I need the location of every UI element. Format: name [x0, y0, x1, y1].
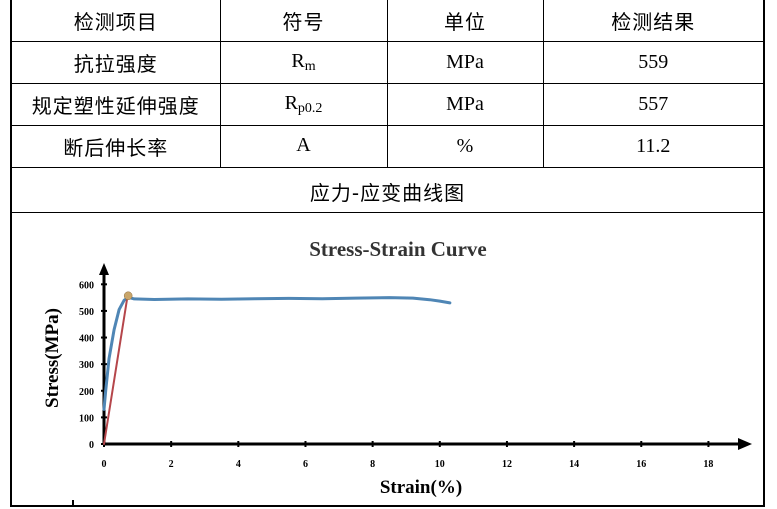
x-tick-label: 6 — [303, 459, 308, 470]
x-axis-arrow — [738, 438, 752, 450]
table-header-row: 检测项目 符号 单位 检测结果 — [12, 0, 763, 42]
row-unit: % — [386, 125, 544, 168]
row-item: 断后伸长率 — [12, 125, 221, 168]
chart-title: Stress-Strain Curve — [309, 237, 487, 261]
header-unit: 单位 — [386, 0, 544, 42]
y-tick-label: 100 — [79, 413, 94, 424]
table-row: 规定塑性延伸强度 Rp0.2 MPa 557 — [12, 83, 763, 126]
x-tick-label: 0 — [102, 459, 107, 470]
table-row: 抗拉强度 Rm MPa 559 — [12, 41, 763, 84]
row-item: 抗拉强度 — [12, 41, 221, 84]
header-item: 检测项目 — [12, 0, 221, 42]
y-tick-label: 300 — [79, 360, 94, 371]
table-divider-stub — [72, 500, 74, 507]
report-sheet: 检测项目 符号 单位 检测结果 抗拉强度 Rm MPa 559 规定塑性延伸强度… — [10, 0, 765, 507]
x-tick-label: 18 — [703, 459, 713, 470]
row-item: 规定塑性延伸强度 — [12, 83, 221, 126]
symbol-main: A — [296, 134, 311, 156]
y-tick-label: 500 — [79, 307, 94, 318]
x-tick-label: 12 — [502, 459, 512, 470]
x-tick-label: 8 — [370, 459, 375, 470]
symbol-subscript: p0.2 — [297, 101, 323, 116]
table-row: 断后伸长率 A % 11.2 — [12, 125, 763, 168]
y-tick-label: 200 — [79, 387, 94, 398]
x-tick-label: 14 — [569, 459, 579, 470]
symbol-main: R — [284, 92, 298, 114]
chart-area: Stress-Strain Curve Strain(%) Stress(MPa… — [12, 213, 763, 507]
x-tick-label: 4 — [236, 459, 241, 470]
y-axis-arrow — [99, 263, 109, 275]
row-unit: MPa — [386, 83, 544, 126]
y-tick-label: 600 — [79, 280, 94, 291]
y-axis-label: Stress(MPa) — [42, 308, 63, 408]
series-line-0 — [102, 296, 452, 411]
stress-strain-chart: Stress-Strain Curve Strain(%) Stress(MPa… — [42, 237, 752, 498]
symbol-main: R — [291, 50, 305, 72]
row-symbol: Rp0.2 — [219, 83, 388, 126]
row-unit: MPa — [386, 41, 544, 84]
row-symbol: A — [219, 125, 388, 168]
row-result: 11.2 — [542, 125, 763, 168]
header-symbol: 符号 — [219, 0, 388, 42]
row-symbol: Rm — [219, 41, 388, 84]
y-tick-label: 400 — [79, 334, 94, 345]
y-tick-label: 0 — [89, 440, 94, 451]
series-line-1 — [103, 295, 129, 445]
section-title: 应力-应变曲线图 — [12, 173, 763, 213]
x-axis-label: Strain(%) — [380, 477, 462, 498]
row-result: 557 — [542, 83, 763, 126]
x-tick-label: 2 — [169, 459, 174, 470]
yield-point-marker — [123, 291, 133, 301]
x-tick-label: 16 — [636, 459, 646, 470]
symbol-subscript: m — [304, 59, 316, 74]
x-tick-label: 10 — [435, 459, 445, 470]
row-result: 559 — [542, 41, 763, 84]
header-result: 检测结果 — [542, 0, 763, 42]
properties-table: 检测项目 符号 单位 检测结果 抗拉强度 Rm MPa 559 规定塑性延伸强度… — [12, 0, 763, 168]
